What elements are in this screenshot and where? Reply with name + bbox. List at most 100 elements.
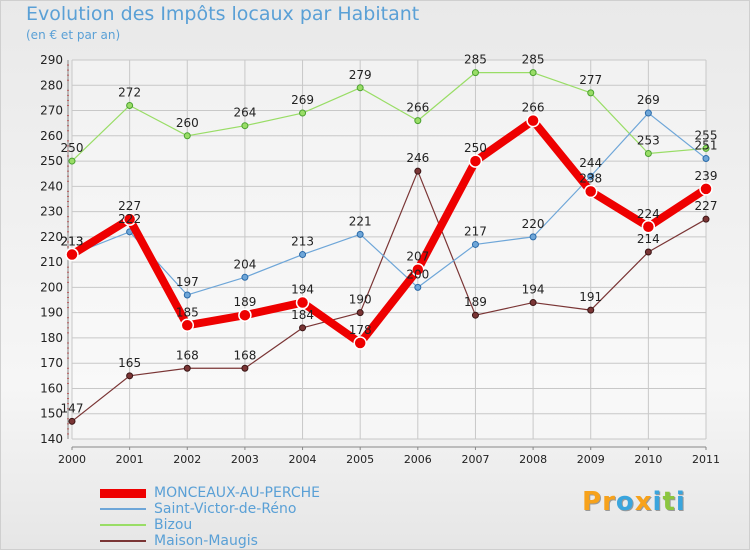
- y-tick-label: 150: [40, 407, 63, 421]
- data-point: [241, 364, 249, 372]
- x-tick-label: 2007: [461, 453, 489, 466]
- data-point: [241, 122, 249, 130]
- data-point: [295, 295, 310, 310]
- data-label: 213: [291, 235, 314, 249]
- data-point: [644, 109, 652, 117]
- x-tick-label: 2003: [231, 453, 259, 466]
- series-line-3: [71, 170, 707, 422]
- series-line-1: [71, 112, 707, 296]
- data-point: [526, 113, 540, 128]
- plot-area: [72, 60, 706, 439]
- data-point: [529, 233, 537, 241]
- data-point: [299, 324, 307, 332]
- data-point: [183, 364, 191, 372]
- data-label: 250: [464, 141, 487, 155]
- logo-letter: i: [675, 487, 686, 517]
- x-tick-label: 2002: [173, 453, 201, 466]
- chart-subtitle: (en € et par an): [26, 28, 121, 42]
- data-label: 269: [291, 93, 314, 107]
- data-point: [583, 184, 598, 199]
- data-label: 221: [349, 214, 372, 228]
- data-label: 251: [695, 139, 718, 153]
- x-tick-label: 2000: [58, 453, 86, 466]
- legend-label: Bizou: [154, 517, 193, 533]
- data-label: 197: [176, 275, 199, 289]
- data-label: 190: [349, 293, 372, 307]
- data-point: [699, 182, 713, 196]
- grid: [71, 59, 707, 440]
- data-label: 227: [118, 199, 141, 213]
- x-tick-label: 2001: [116, 453, 144, 466]
- legend-label: Maison-Maugis: [154, 533, 258, 549]
- data-point: [411, 262, 425, 277]
- logo-letter: t: [662, 487, 676, 517]
- legend-swatch: [100, 508, 146, 510]
- data-point: [644, 248, 652, 256]
- data-label: 239: [695, 169, 718, 183]
- data-point: [702, 215, 710, 223]
- data-label: 224: [637, 207, 660, 221]
- data-point: [299, 109, 307, 117]
- data-point: [356, 309, 364, 317]
- data-point: [126, 101, 134, 109]
- data-label: 222: [118, 212, 141, 226]
- y-tick-label: 170: [40, 356, 63, 370]
- y-tick-label: 220: [40, 230, 63, 244]
- x-tick-label: 2008: [519, 453, 547, 466]
- data-point: [356, 84, 364, 92]
- x-tick-label: 2009: [577, 453, 605, 466]
- data-label: 277: [579, 73, 602, 87]
- y-tick-label: 160: [40, 381, 63, 395]
- data-point: [241, 273, 249, 281]
- legend-item: Bizou: [100, 517, 320, 533]
- data-label: 184: [291, 308, 314, 322]
- data-label: 200: [406, 267, 429, 281]
- series-line-2: [71, 72, 707, 162]
- y-tick-label: 260: [40, 129, 63, 143]
- x-tick-label: 2005: [346, 453, 374, 466]
- y-tick-label: 240: [40, 179, 63, 193]
- data-point: [641, 220, 656, 234]
- legend: MONCEAUX-AU-PERCHE Saint-Victor-de-Réno Bi…: [100, 485, 320, 549]
- data-point: [180, 318, 195, 333]
- data-point: [468, 154, 483, 168]
- x-tick-label: 2006: [404, 453, 432, 466]
- data-point: [122, 212, 137, 226]
- data-label: 266: [406, 101, 429, 115]
- data-point: [702, 144, 710, 152]
- data-point: [471, 311, 479, 319]
- data-point: [68, 417, 76, 425]
- data-label: 250: [61, 141, 84, 155]
- data-label: 214: [637, 232, 660, 246]
- data-label: 264: [233, 106, 256, 120]
- data-point: [529, 299, 537, 307]
- data-point: [702, 155, 710, 163]
- data-label: 285: [522, 53, 545, 67]
- data-point: [126, 372, 134, 380]
- data-point: [238, 308, 252, 322]
- data-point: [65, 247, 79, 262]
- data-point: [356, 230, 364, 238]
- data-label: 227: [695, 199, 718, 213]
- y-tick-label: 140: [40, 432, 63, 446]
- data-point: [353, 336, 367, 350]
- y-tick-label: 180: [40, 331, 63, 345]
- data-label: 238: [579, 171, 602, 185]
- x-tick-label: 2011: [692, 453, 720, 466]
- legend-item: Saint-Victor-de-Réno: [100, 501, 320, 517]
- legend-swatch: [100, 524, 146, 526]
- series-line-0: [68, 116, 710, 347]
- legend-swatch: [100, 540, 146, 542]
- y-tick-label: 230: [40, 205, 63, 219]
- data-point: [587, 172, 595, 180]
- y-tick-label: 270: [40, 104, 63, 118]
- logo-letter: i: [652, 487, 663, 517]
- y-tick-label: 280: [40, 78, 63, 92]
- data-label: 185: [176, 305, 199, 319]
- data-point: [644, 149, 652, 157]
- data-label: 220: [522, 217, 545, 231]
- legend-label: MONCEAUX-AU-PERCHE: [154, 485, 320, 501]
- logo-letter: P: [582, 487, 603, 517]
- data-labels: 213 227 185 189 194 178 207 250 266 238 224 239 213 2…: [61, 53, 718, 416]
